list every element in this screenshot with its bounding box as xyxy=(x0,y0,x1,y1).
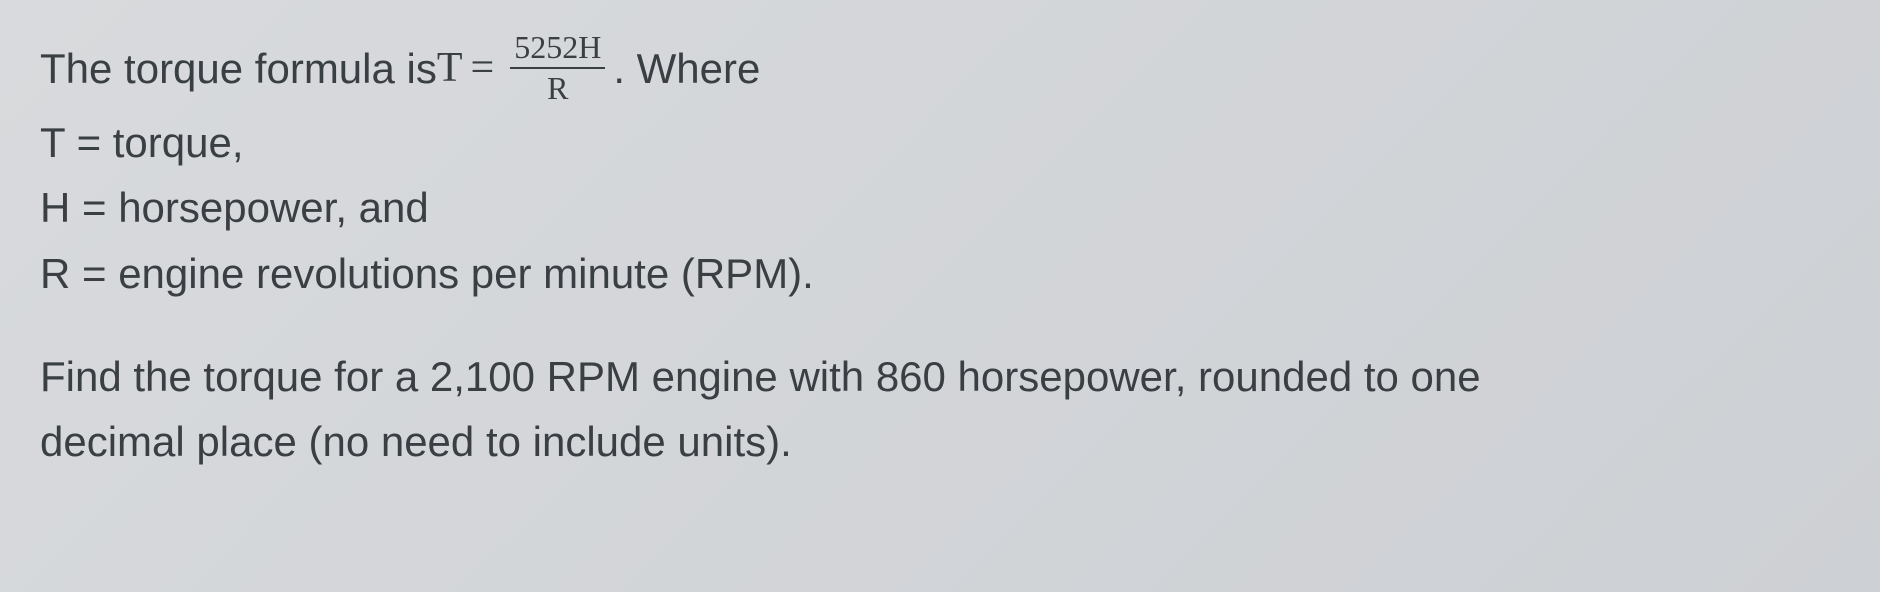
def-t-line: T = torque, xyxy=(40,110,1840,175)
def-h-line: H = horsepower, and xyxy=(40,175,1840,240)
intro-text-after: . Where xyxy=(613,36,760,101)
intro-text-before: The torque formula is xyxy=(40,36,437,101)
problem-content: The torque formula is T = 5252H R . Wher… xyxy=(40,30,1840,474)
formula-line: The torque formula is T = 5252H R . Wher… xyxy=(40,30,1840,106)
fraction-denominator: R xyxy=(543,69,572,106)
question-line-2: decimal place (no need to include units)… xyxy=(40,409,1840,474)
def-r-line: R = engine revolutions per minute (RPM). xyxy=(40,241,1840,306)
fraction: 5252H R xyxy=(510,30,605,106)
var-T: T xyxy=(437,36,463,101)
question-line-1: Find the torque for a 2,100 RPM engine w… xyxy=(40,344,1840,409)
equals-sign: = xyxy=(471,36,495,101)
fraction-numerator: 5252H xyxy=(510,30,605,69)
question-block: Find the torque for a 2,100 RPM engine w… xyxy=(40,344,1840,474)
